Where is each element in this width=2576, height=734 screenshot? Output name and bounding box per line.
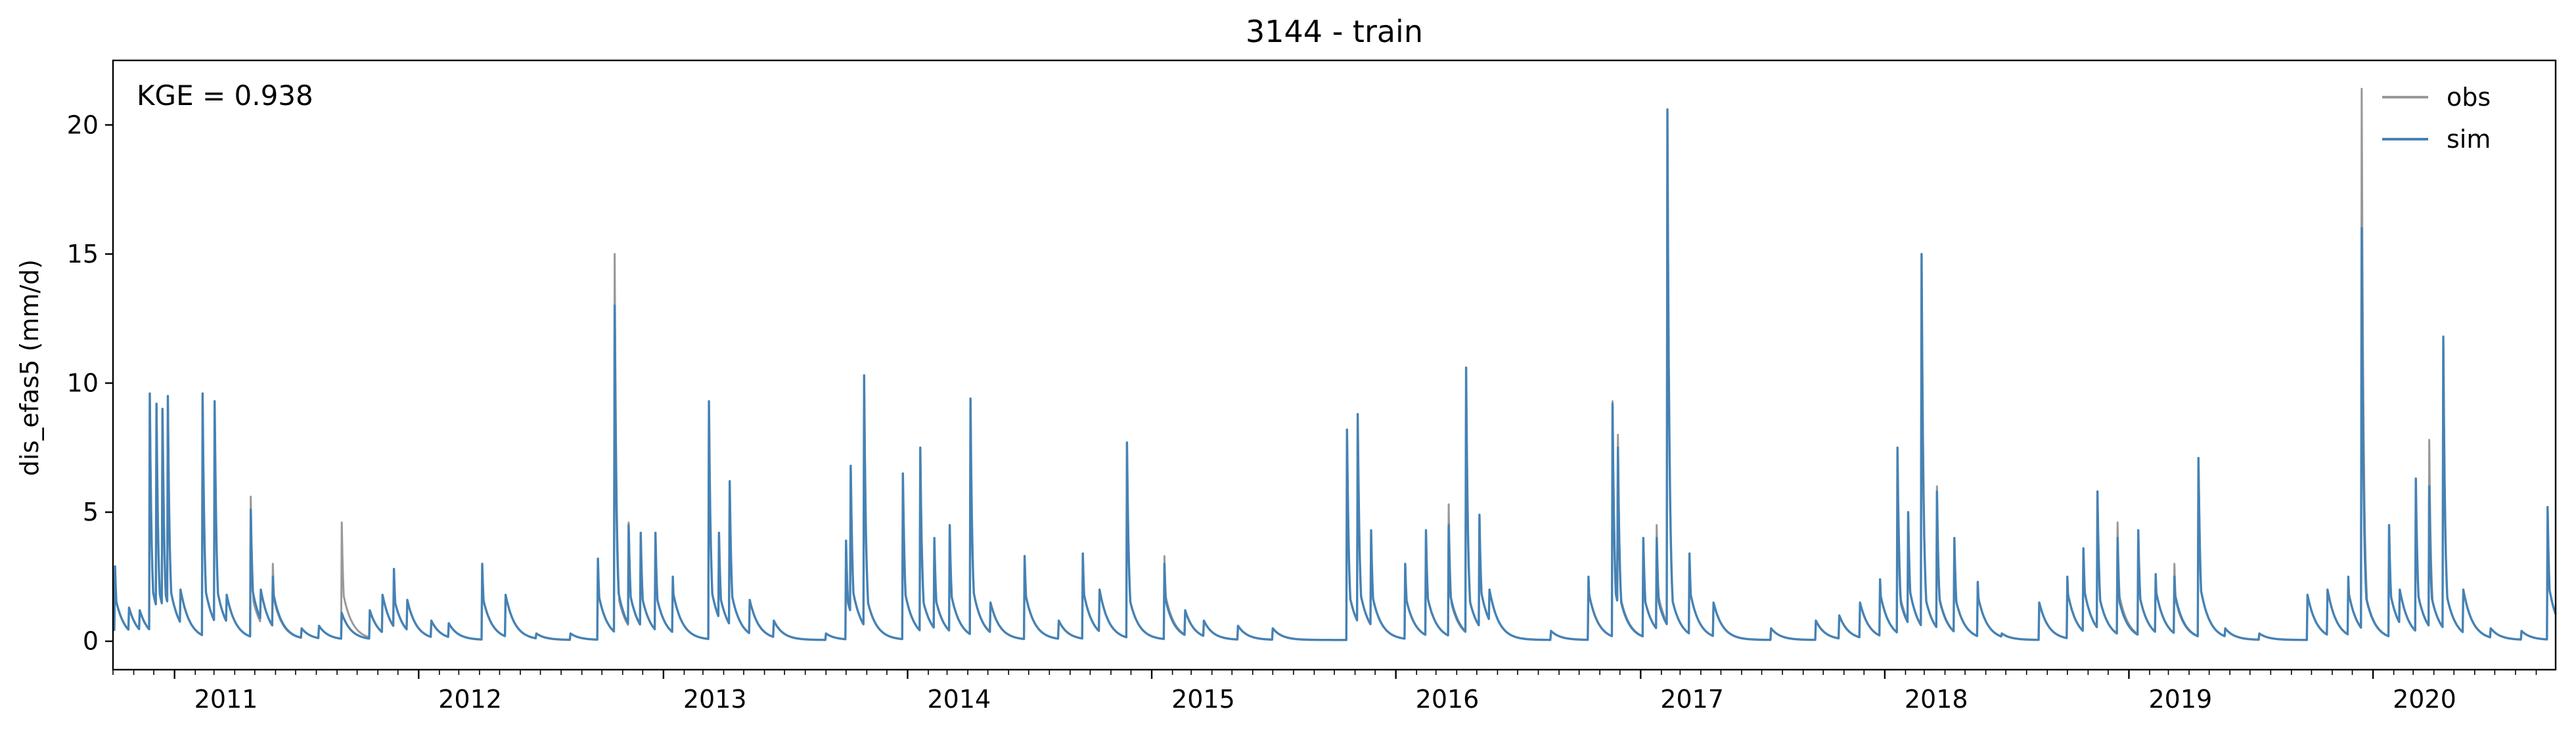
x-tick-label: 2016 bbox=[1416, 685, 1480, 714]
x-tick-label: 2020 bbox=[2393, 685, 2456, 714]
kge-annotation: KGE = 0.938 bbox=[137, 79, 313, 112]
x-tick-label: 2017 bbox=[1660, 685, 1724, 714]
plot-frame bbox=[112, 59, 2557, 671]
y-tick-label: 10 bbox=[67, 369, 99, 398]
x-tick-label: 2014 bbox=[927, 685, 991, 714]
axis-ticks: 0 5 10 15 20 2011 2012 2013 2014 2015 2016 2017 2018… bbox=[67, 110, 2537, 714]
y-tick-label: 20 bbox=[67, 110, 99, 139]
x-tick-label: 2019 bbox=[2148, 685, 2212, 714]
y-tick-label: 0 bbox=[83, 627, 99, 656]
legend-label-obs: obs bbox=[2447, 83, 2491, 112]
x-tick-label: 2015 bbox=[1171, 685, 1235, 714]
series-lines bbox=[112, 87, 2557, 641]
y-tick-label: 5 bbox=[83, 498, 99, 527]
y-tick-label: 15 bbox=[67, 240, 99, 269]
x-tick-label: 2018 bbox=[1905, 685, 1968, 714]
legend: obs sim bbox=[2382, 83, 2491, 154]
y-axis-label: dis_efas5 (mm/d) bbox=[15, 259, 44, 476]
chart-title: 3144 - train bbox=[1246, 14, 1423, 49]
x-tick-label: 2013 bbox=[683, 685, 747, 714]
x-tick-label: 2011 bbox=[194, 685, 258, 714]
legend-label-sim: sim bbox=[2447, 125, 2491, 154]
x-tick-label: 2012 bbox=[438, 685, 502, 714]
series-line-sim bbox=[112, 108, 2557, 641]
